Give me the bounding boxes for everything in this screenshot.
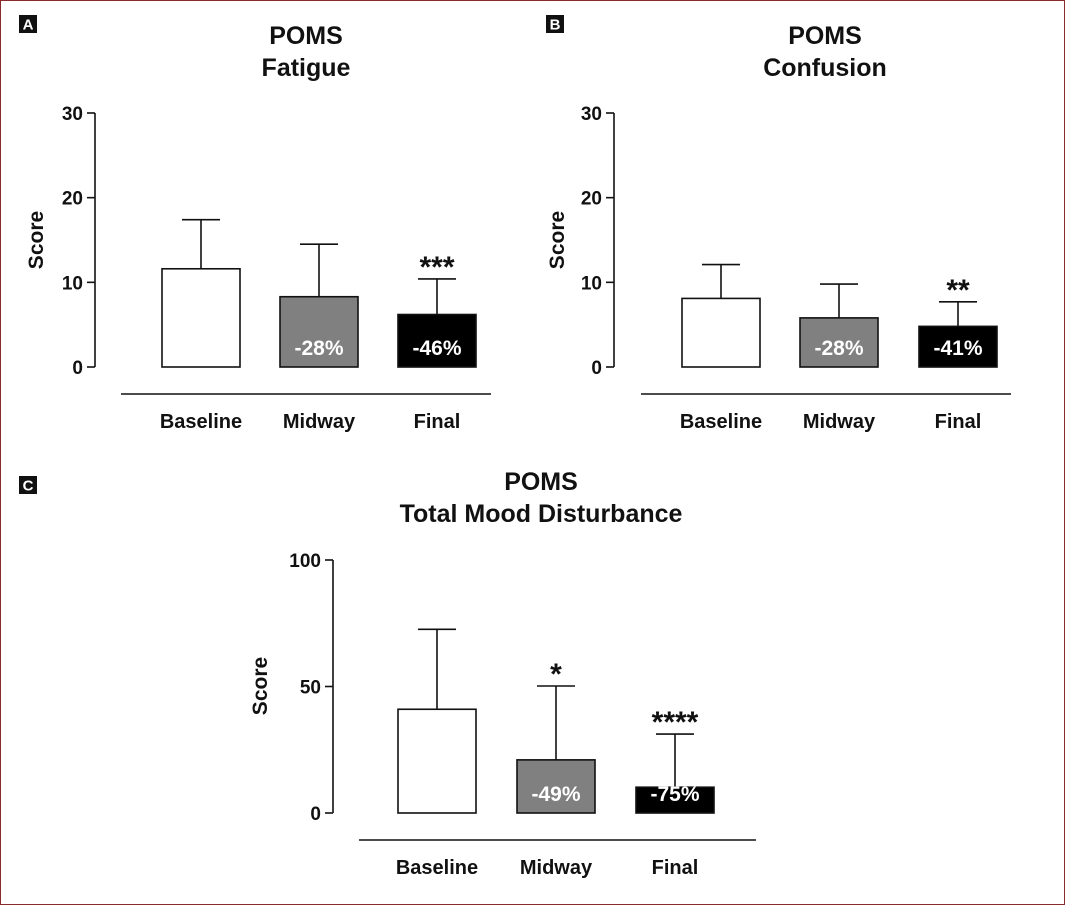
- x-tick-label-midway: Midway: [803, 411, 876, 433]
- panel-letter: B: [550, 17, 561, 34]
- bar-midway: [799, 317, 879, 368]
- bar-final: [918, 325, 998, 368]
- x-tick-label-midway: Midway: [283, 411, 356, 433]
- x-tick-label-final: Final: [935, 411, 982, 433]
- bar-baseline: [161, 267, 241, 368]
- bar-label-midway: -28%: [294, 337, 343, 360]
- y-tick-label: 20: [62, 189, 83, 210]
- bar-baseline: [681, 297, 761, 368]
- x-tick-label-baseline: Baseline: [396, 857, 478, 879]
- y-tick-label: 10: [62, 273, 83, 294]
- y-tick-label: 30: [581, 104, 602, 125]
- chart-title-line-1: POMS: [269, 22, 343, 50]
- x-tick-label-final: Final: [414, 411, 461, 433]
- y-tick-label: 50: [300, 678, 321, 699]
- bar-midway: [279, 295, 359, 368]
- x-tick-label-final: Final: [652, 857, 699, 879]
- y-tick-label: 0: [72, 358, 83, 379]
- chart-title-line-1: POMS: [504, 468, 578, 496]
- significance-final: ***: [419, 251, 454, 284]
- chart-title-line-2: Total Mood Disturbance: [400, 500, 683, 528]
- bar-label-final: -46%: [412, 337, 461, 360]
- x-tick-label-baseline: Baseline: [680, 411, 762, 433]
- bar-label-final: -41%: [933, 337, 982, 360]
- chart-title-line-2: Fatigue: [262, 54, 351, 82]
- significance-midway: *: [550, 658, 562, 691]
- y-tick-label: 0: [591, 358, 602, 379]
- y-tick-label: 30: [62, 104, 83, 125]
- x-tick-label-baseline: Baseline: [160, 411, 242, 433]
- chart-title-line-2: Confusion: [763, 54, 887, 82]
- bar-midway: [516, 759, 596, 814]
- bar-label-midway: -28%: [814, 337, 863, 360]
- panel-c: C POMS Total Mood Disturbance 0 50 100 Score Ba…: [19, 468, 756, 879]
- significance-final: **: [946, 274, 970, 307]
- bar-baseline: [397, 708, 477, 814]
- y-axis-label: Score: [249, 657, 272, 715]
- panel-a: A POMS Fatigue 0 10 20 30 Score Baseline -28% Midw…: [19, 15, 491, 433]
- significance-final: ****: [652, 706, 699, 739]
- bar-final: [635, 786, 715, 814]
- panel-letter-box: [546, 15, 564, 33]
- y-tick-label: 20: [581, 189, 602, 210]
- bar-label-midway: -49%: [531, 783, 580, 806]
- y-axis-label: Score: [546, 211, 569, 269]
- panel-letter: A: [23, 17, 34, 34]
- y-axis-label: Score: [25, 211, 48, 269]
- y-tick-label: 10: [581, 273, 602, 294]
- panel-letter-box: [19, 476, 37, 494]
- y-tick-label: 100: [289, 551, 321, 572]
- panel-letter-box: [19, 15, 37, 33]
- panel-letter: C: [23, 478, 34, 495]
- bar-label-final: -75%: [650, 783, 699, 806]
- x-tick-label-midway: Midway: [520, 857, 593, 879]
- bar-final: [397, 313, 477, 368]
- chart-title-line-1: POMS: [788, 22, 862, 50]
- panel-b: B POMS Confusion 0 10 20 30 Score Baseline -28% Mi…: [546, 15, 1011, 433]
- y-tick-label: 0: [310, 804, 321, 825]
